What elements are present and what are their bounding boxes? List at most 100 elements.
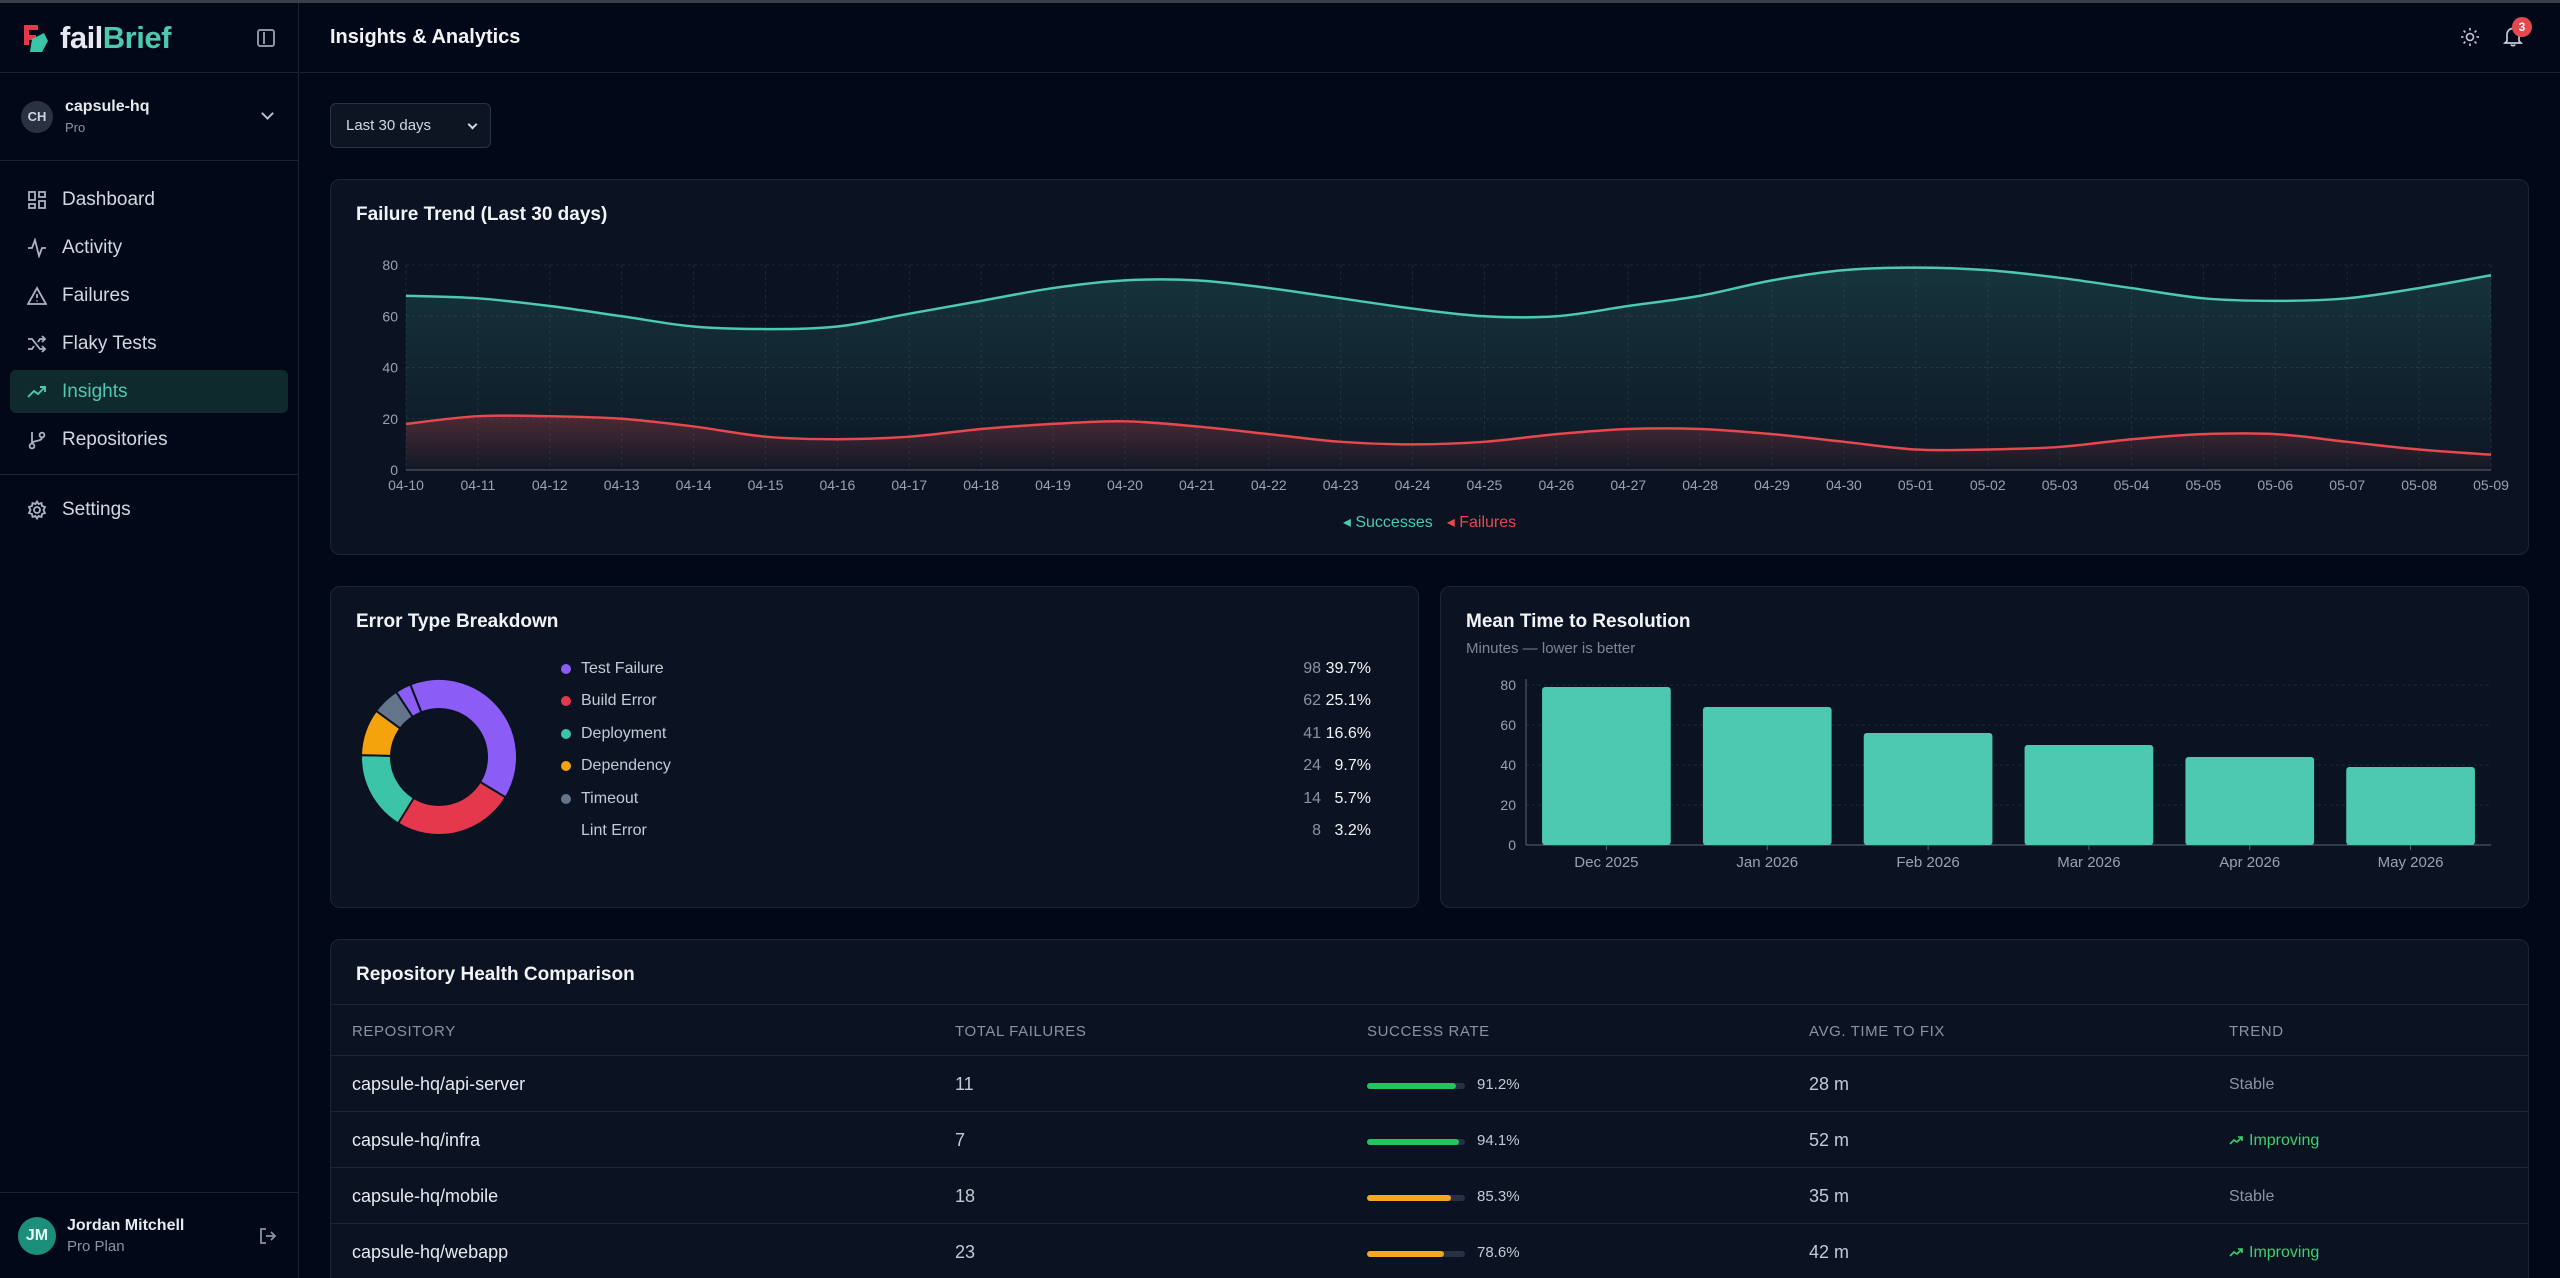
x-tick-label: 04-14 [676, 477, 712, 493]
nav-item-settings[interactable]: Settings [10, 488, 288, 531]
brand-logo[interactable]: failBrief [0, 3, 298, 73]
x-tick-label: 05-06 [2257, 477, 2293, 493]
x-tick-label: 05-03 [2042, 477, 2078, 493]
y-tick-label: 40 [382, 360, 398, 376]
legend-item-successes[interactable]: ◂ Successes [1342, 514, 1433, 531]
nav-item-insights[interactable]: Insights [10, 370, 288, 413]
card-title: Repository Health Comparison [356, 964, 635, 985]
bar-jan-2026[interactable] [1702, 707, 1832, 845]
avg-time-to-fix: 35 m [1809, 1186, 1850, 1206]
failure-trend-chart: 0 20 40 60 80 04-10 04-11 04-12 04-13 04-14 04-15 0… [382, 257, 2509, 493]
x-tick-label: 04-24 [1395, 477, 1431, 493]
org-switcher[interactable]: CH capsule-hq Pro [0, 73, 298, 161]
slice-lint-error[interactable] [394, 683, 423, 719]
series-line-failures[interactable] [405, 414, 2492, 456]
bar-may-2026[interactable] [2346, 767, 2475, 845]
column-header-trend[interactable]: TREND [2229, 1023, 2284, 1040]
bar-dec-2025[interactable] [1542, 687, 1671, 845]
avg-time-to-fix: 28 m [1809, 1074, 1850, 1094]
column-header-repository[interactable]: REPOSITORY [352, 1023, 456, 1040]
avatar: JM [18, 1216, 56, 1255]
x-tick-label: 05-07 [2329, 477, 2365, 493]
x-tick-label: 04-17 [891, 477, 927, 493]
error-type-percent: 39.7% [1325, 660, 1371, 677]
legend-item-failures[interactable]: ◂ Failures [1446, 514, 1517, 531]
nav-item-label: Failures [62, 284, 130, 306]
avg-time-to-fix: 42 m [1809, 1242, 1850, 1262]
error-type-percent: 3.2% [1334, 822, 1371, 839]
slice-build-error[interactable] [396, 780, 508, 836]
table-row[interactable]: capsule-hq/infra 7 94.1% 52 m Improving [331, 1112, 2528, 1168]
total-failures: 18 [955, 1186, 976, 1206]
trending-up-icon [2229, 1248, 2243, 1257]
x-tick-label: 04-27 [1610, 477, 1646, 493]
error-type-row: Build Error 62 25.1% [561, 687, 1396, 715]
slice-test-failure[interactable] [408, 678, 518, 799]
notification-badge: 3 [2512, 17, 2532, 37]
repo-name[interactable]: capsule-hq/api-server [352, 1074, 526, 1094]
total-failures: 23 [955, 1242, 976, 1262]
nav-divider [0, 474, 298, 475]
nav-item-label: Dashboard [62, 188, 155, 210]
success-rate-bar-fill [1367, 1083, 1457, 1089]
collapse-sidebar-icon[interactable] [257, 29, 275, 47]
repo-name[interactable]: capsule-hq/infra [352, 1130, 481, 1150]
repo-health-card: Repository Health Comparison REPOSITORY … [330, 939, 2529, 1278]
error-type-card: Error Type Breakdown Test Failure 98 39.7%… [330, 586, 1419, 908]
error-type-row: Test Failure 98 39.7% [561, 655, 1396, 683]
bar-feb-2026[interactable] [1863, 733, 1993, 845]
card-title: Mean Time to Resolution [1466, 611, 1691, 632]
mttr-bar-chart: 0 20 40 60 80 Dec 2025 Jan 2026 Feb 2026 Mar 202… [1500, 677, 2491, 871]
x-tick-label: Apr 2026 [2219, 854, 2280, 871]
user-profile[interactable]: JM Jordan Mitchell Pro Plan [0, 1192, 299, 1278]
repo-name[interactable]: capsule-hq/mobile [352, 1186, 499, 1206]
success-rate-value: 94.1% [1477, 1132, 1520, 1149]
x-tick-label: 05-08 [2401, 477, 2437, 493]
x-tick-label: 04-13 [604, 477, 640, 493]
date-range-select[interactable]: Last 30 days [330, 103, 491, 148]
gear-icon [26, 499, 48, 521]
warning-icon [26, 285, 48, 307]
bar-apr-2026[interactable] [2185, 757, 2315, 845]
table-row[interactable]: capsule-hq/api-server 11 91.2% 28 m Stable [331, 1056, 2528, 1112]
x-tick-label: 04-25 [1467, 477, 1503, 493]
error-type-row: Dependency 24 9.7% [561, 752, 1396, 780]
column-header-success-rate[interactable]: SUCCESS RATE [1367, 1023, 1490, 1040]
nav-item-failures[interactable]: Failures [10, 274, 288, 317]
brand-name-part-fail: fail [60, 19, 103, 55]
x-tick-label: 05-02 [1970, 477, 2006, 493]
success-rate-bar [1367, 1251, 1465, 1257]
column-header-avg-time-to-fix[interactable]: AVG. TIME TO FIX [1809, 1023, 1946, 1040]
error-type-label: Timeout [581, 789, 639, 807]
date-range-value: Last 30 days [346, 117, 432, 134]
nav-item-dashboard[interactable]: Dashboard [10, 178, 288, 221]
error-type-count: 24 [1303, 757, 1321, 775]
chart-legend: ◂ Successes ◂ Failures [331, 512, 2528, 532]
card-subtitle: Minutes — lower is better [1466, 640, 1636, 657]
logout-icon[interactable] [259, 1227, 277, 1245]
success-rate-bar-fill [1367, 1251, 1445, 1257]
x-tick-label: 04-12 [532, 477, 568, 493]
mttr-card: Mean Time to Resolution Minutes — lower … [1440, 586, 2529, 908]
trend-status: Improving [2229, 1132, 2319, 1150]
table-row[interactable]: capsule-hq/webapp 23 78.6% 42 m Improving [331, 1224, 2528, 1278]
nav-item-repositories[interactable]: Repositories [10, 418, 288, 461]
success-rate-bar-fill [1367, 1195, 1451, 1201]
repo-name[interactable]: capsule-hq/webapp [352, 1242, 509, 1262]
main-nav: Dashboard Activity Failures Flaky Tests … [0, 161, 298, 531]
column-header-total-failures[interactable]: TOTAL FAILURES [955, 1023, 1087, 1040]
bar-mar-2026[interactable] [2024, 745, 2154, 845]
error-type-count: 14 [1303, 789, 1321, 807]
x-tick-label: 05-09 [2473, 477, 2509, 493]
series-area-failures [406, 415, 2491, 470]
table-row[interactable]: capsule-hq/mobile 18 85.3% 35 m Stable [331, 1168, 2528, 1224]
nav-item-activity[interactable]: Activity [10, 226, 288, 269]
org-avatar: CH [21, 100, 53, 133]
nav-item-flaky-tests[interactable]: Flaky Tests [10, 322, 288, 365]
chevron-down-icon [467, 119, 478, 130]
x-tick-label: 04-20 [1107, 477, 1143, 493]
series-line-successes[interactable] [405, 266, 2492, 331]
trend-label: Improving [2249, 1132, 2320, 1149]
sun-icon[interactable] [2460, 27, 2480, 47]
x-tick-label: 04-11 [461, 477, 496, 493]
